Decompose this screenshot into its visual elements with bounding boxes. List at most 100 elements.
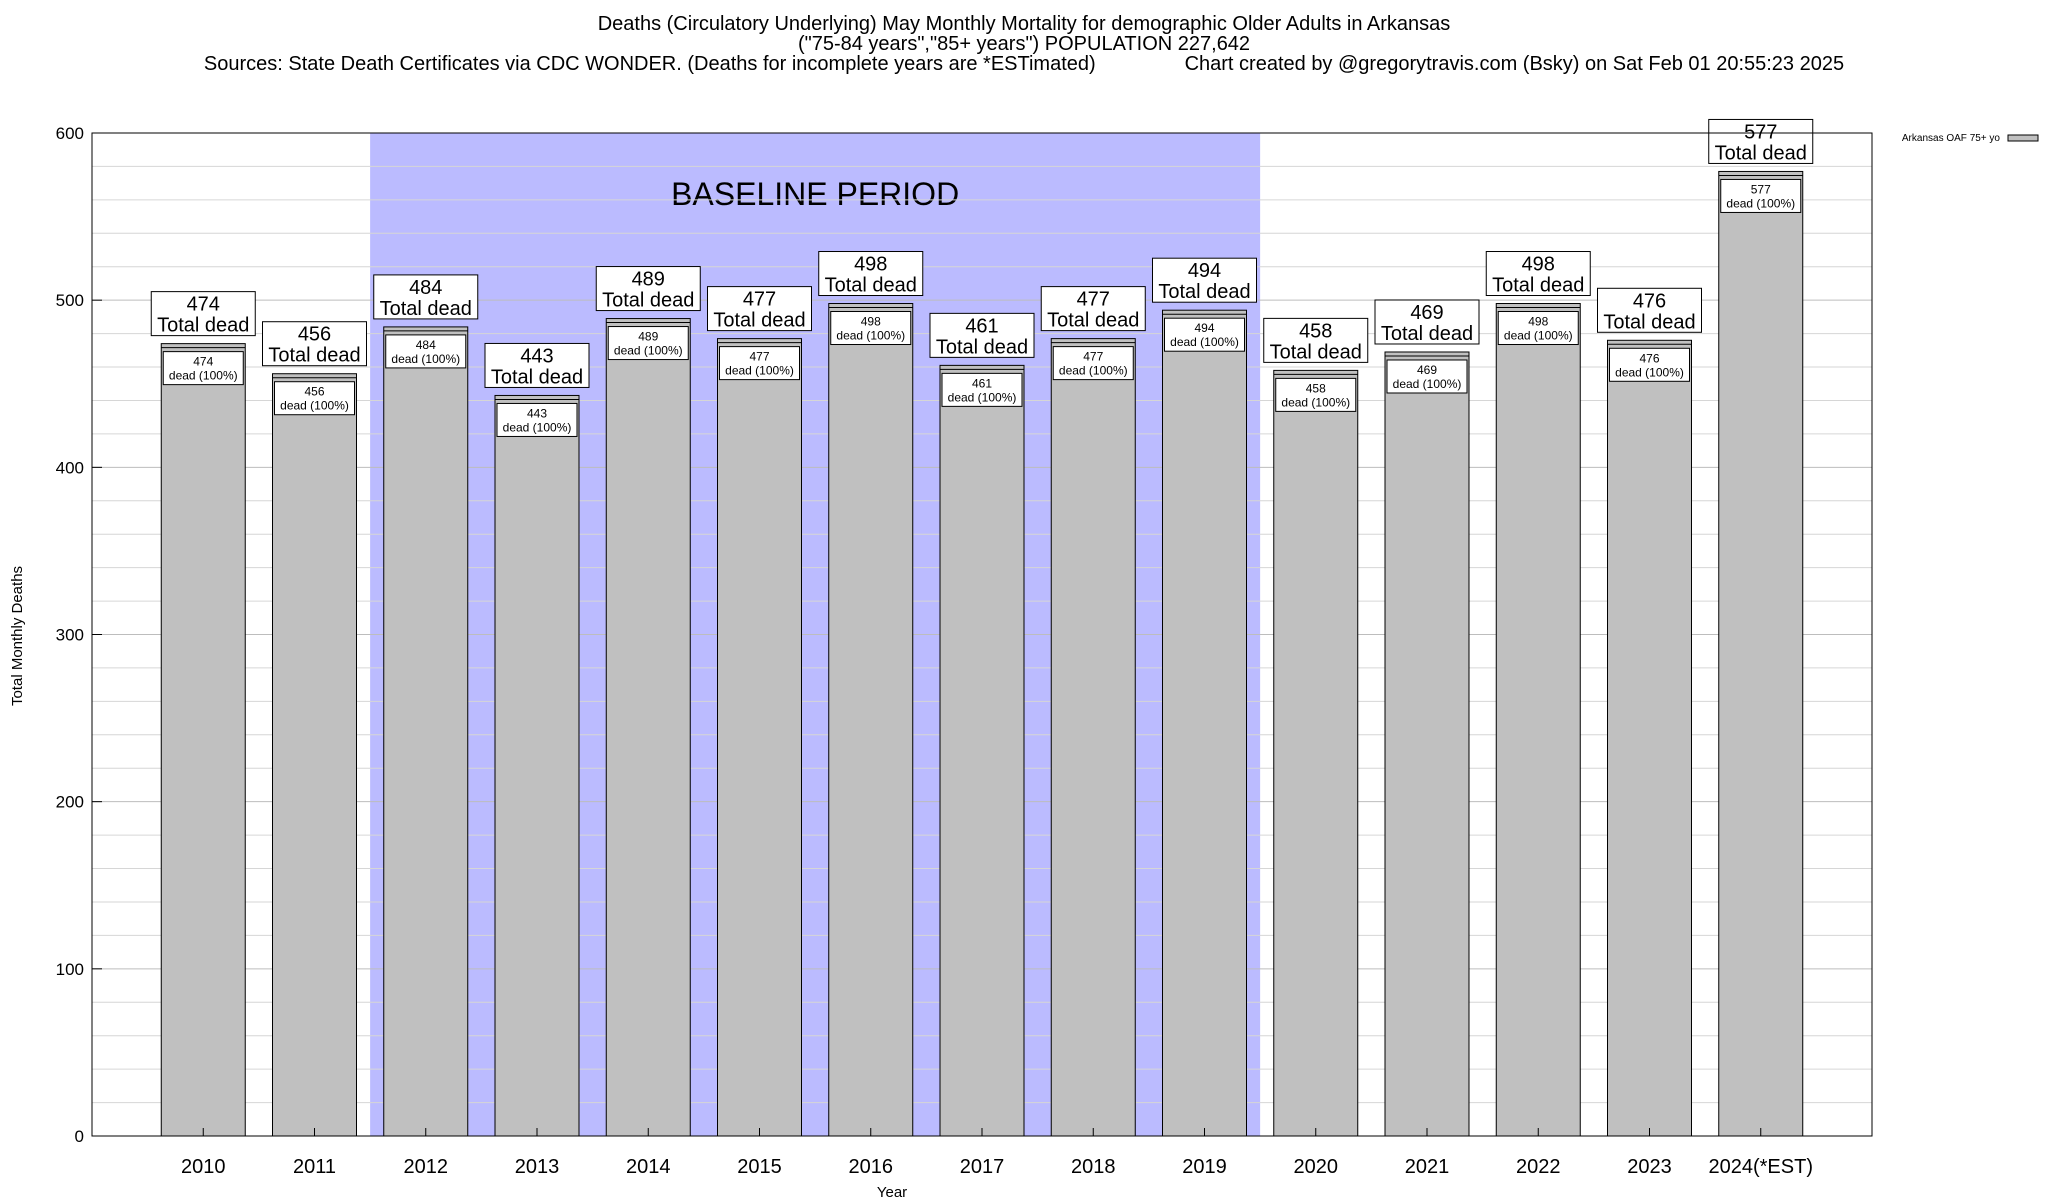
inner-label-value: 458 — [1306, 381, 1326, 395]
total-label-box — [1374, 299, 1480, 345]
bar — [1384, 351, 1470, 1137]
total-label-suffix: Total dead — [491, 366, 583, 388]
inner-label-value: 489 — [638, 330, 658, 344]
inner-label-suffix: dead (100%) — [614, 344, 683, 358]
inner-label-suffix: dead (100%) — [391, 352, 460, 366]
x-tick-label: 2011 — [293, 1156, 336, 1178]
inner-label-box — [719, 346, 800, 381]
bar — [1273, 369, 1359, 1137]
total-label-value: 458 — [1299, 320, 1332, 342]
total-label-value: 494 — [1188, 260, 1221, 282]
inner-label-value: 474 — [193, 355, 213, 369]
total-label-value: 498 — [854, 254, 887, 276]
total-label-box — [1263, 317, 1369, 363]
total-label-suffix: Total dead — [1270, 341, 1362, 363]
x-tick-label: 2020 — [1294, 1156, 1339, 1178]
total-label-suffix: Total dead — [1492, 275, 1584, 297]
total-label-suffix: Total dead — [1381, 323, 1473, 345]
inner-label-suffix: dead (100%) — [948, 390, 1017, 404]
total-label-suffix: Total dead — [1603, 311, 1695, 333]
total-label-suffix: Total dead — [380, 298, 472, 320]
total-label-suffix: Total dead — [157, 315, 249, 337]
inner-label-value: 494 — [1194, 321, 1214, 335]
total-label-box — [150, 291, 256, 337]
chart-sources-line: Sources: State Death Certificates via CD… — [203, 53, 1845, 75]
inner-label-box — [1164, 317, 1245, 352]
total-label-box — [1708, 118, 1814, 164]
bar — [1162, 309, 1247, 1137]
x-tick-label: 2022 — [1516, 1156, 1561, 1178]
bar — [272, 373, 357, 1137]
inner-label-box — [496, 402, 578, 437]
total-label-suffix: Total dead — [936, 336, 1028, 358]
inner-label-suffix: dead (100%) — [1726, 196, 1795, 210]
total-label-box — [1152, 257, 1257, 303]
total-label-value: 489 — [632, 269, 665, 291]
y-tick-label: 0 — [75, 1127, 84, 1146]
total-label-value: 484 — [409, 277, 442, 299]
inner-label-box — [274, 381, 355, 416]
total-label-value: 476 — [1633, 290, 1666, 312]
bar — [383, 326, 469, 1137]
inner-label-box — [1275, 377, 1357, 412]
inner-label-value: 498 — [861, 315, 881, 329]
x-tick-label: 2012 — [404, 1156, 449, 1178]
x-tick-label: 2023 — [1627, 1156, 1672, 1178]
x-tick-label: 2019 — [1182, 1156, 1227, 1178]
y-tick-label: 600 — [56, 124, 84, 143]
total-label-suffix: Total dead — [825, 275, 917, 297]
total-label-value: 456 — [298, 324, 331, 346]
bar — [494, 394, 580, 1137]
bar — [1495, 303, 1581, 1137]
inner-label-box — [830, 311, 912, 346]
chart-title-line-1: Deaths (Circulatory Underlying) May Mont… — [597, 13, 1451, 35]
total-label-suffix: Total dead — [1158, 281, 1250, 303]
y-tick-label: 400 — [56, 458, 84, 477]
bar — [1050, 338, 1136, 1137]
inner-label-suffix: dead (100%) — [1504, 329, 1573, 343]
inner-label-suffix: dead (100%) — [280, 399, 349, 413]
chart-title-line-2: ("75-84 years","85+ years") POPULATION 2… — [797, 33, 1251, 55]
legend-swatch — [2007, 134, 2039, 142]
x-tick-label: 2016 — [849, 1156, 894, 1178]
total-label-value: 577 — [1744, 121, 1777, 143]
y-tick-label: 100 — [56, 960, 84, 979]
x-tick-label: 2015 — [737, 1156, 782, 1178]
y-tick-label: 500 — [56, 291, 84, 310]
inner-label-suffix: dead (100%) — [1615, 365, 1684, 379]
x-tick-label: 2018 — [1071, 1156, 1116, 1178]
inner-label-suffix: dead (100%) — [725, 364, 794, 378]
inner-label-value: 456 — [304, 385, 324, 399]
inner-label-suffix: dead (100%) — [1281, 395, 1350, 409]
bar — [717, 338, 802, 1137]
x-tick-label: 2024(*EST) — [1709, 1156, 1814, 1178]
inner-label-suffix: dead (100%) — [1170, 335, 1239, 349]
x-tick-label: 2014 — [626, 1156, 671, 1178]
x-tick-label: 2013 — [515, 1156, 560, 1178]
inner-label-box — [607, 326, 689, 361]
bar — [1607, 339, 1692, 1137]
total-label-value: 469 — [1410, 302, 1443, 324]
total-label-suffix: Total dead — [713, 310, 805, 332]
inner-label-value: 484 — [416, 338, 436, 352]
total-label-suffix: Total dead — [1715, 142, 1807, 164]
inner-label-suffix: dead (100%) — [1393, 377, 1462, 391]
total-label-value: 477 — [743, 289, 776, 311]
inner-label-box — [162, 351, 244, 386]
total-label-suffix: Total dead — [268, 345, 360, 367]
y-axis-label: Total Monthly Deaths — [9, 566, 26, 706]
total-label-box — [595, 266, 701, 312]
x-tick-label: 2021 — [1405, 1156, 1450, 1178]
inner-label-box — [385, 334, 467, 369]
total-label-box — [484, 342, 590, 388]
inner-label-value: 461 — [972, 376, 992, 390]
inner-label-value: 476 — [1639, 351, 1659, 365]
total-label-box — [707, 286, 812, 332]
total-label-box — [929, 312, 1035, 358]
inner-label-box — [1052, 346, 1134, 381]
total-label-box — [1485, 251, 1591, 297]
inner-label-suffix: dead (100%) — [1059, 364, 1128, 378]
total-label-box — [1040, 286, 1146, 332]
total-label-value: 474 — [187, 294, 220, 316]
